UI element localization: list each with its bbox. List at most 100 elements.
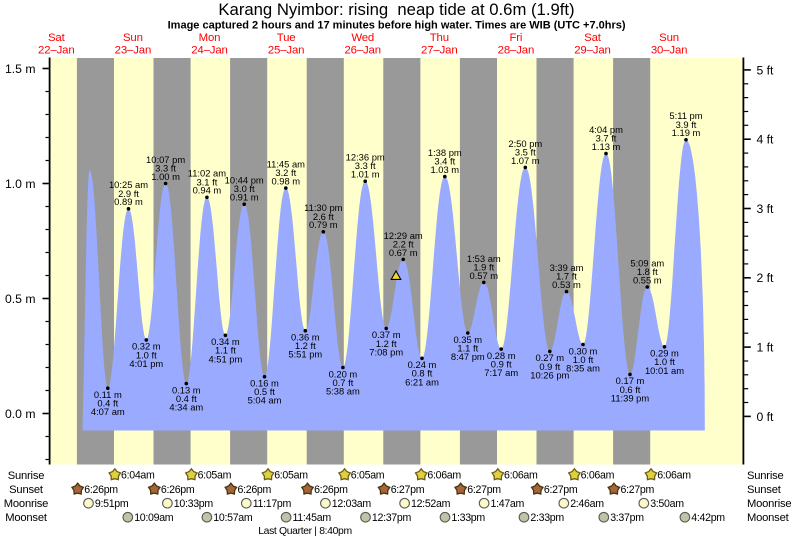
svg-text:6:06am: 6:06am <box>581 470 615 482</box>
svg-text:1.00 m: 1.00 m <box>151 171 180 182</box>
svg-text:0.16 m: 0.16 m <box>250 378 279 389</box>
svg-text:1.1 ft: 1.1 ft <box>215 345 236 356</box>
svg-text:4:01 pm: 4:01 pm <box>129 358 163 369</box>
svg-text:2:33pm: 2:33pm <box>530 512 564 524</box>
svg-text:6:27pm: 6:27pm <box>391 484 425 496</box>
svg-text:3.1 ft: 3.1 ft <box>196 176 217 187</box>
svg-text:6:05am: 6:05am <box>351 470 385 482</box>
svg-text:5 ft: 5 ft <box>757 63 775 77</box>
svg-text:22–Jan: 22–Jan <box>38 44 74 56</box>
svg-text:0.37 m: 0.37 m <box>372 329 401 340</box>
svg-text:2.9 ft: 2.9 ft <box>118 188 139 199</box>
svg-text:12:29 am: 12:29 am <box>384 230 423 241</box>
svg-text:Fri: Fri <box>509 32 522 44</box>
svg-text:Moonrise: Moonrise <box>4 498 48 510</box>
svg-text:0.57 m: 0.57 m <box>469 270 498 281</box>
svg-text:6:26pm: 6:26pm <box>161 484 195 496</box>
svg-text:4:42pm: 4:42pm <box>691 512 725 524</box>
svg-text:10:25 am: 10:25 am <box>109 179 148 190</box>
svg-text:Sunset: Sunset <box>747 484 782 496</box>
svg-text:10:57am: 10:57am <box>213 512 253 524</box>
svg-text:0.55 m: 0.55 m <box>633 274 662 285</box>
svg-text:1.0 m: 1.0 m <box>5 177 35 191</box>
svg-text:6:05am: 6:05am <box>274 470 308 482</box>
svg-text:4 ft: 4 ft <box>757 133 775 147</box>
svg-text:25–Jan: 25–Jan <box>268 44 304 56</box>
svg-text:0.36 m: 0.36 m <box>291 332 320 343</box>
svg-text:0.20 m: 0.20 m <box>329 368 358 379</box>
svg-text:0.24 m: 0.24 m <box>408 359 437 370</box>
svg-text:3 ft: 3 ft <box>757 202 775 216</box>
svg-text:0.11 m: 0.11 m <box>94 389 122 400</box>
svg-text:0.9 ft: 0.9 ft <box>539 361 560 372</box>
svg-text:7:17 am: 7:17 am <box>484 367 518 378</box>
svg-text:11:02 am: 11:02 am <box>188 168 227 179</box>
svg-text:1.01 m: 1.01 m <box>351 169 380 180</box>
svg-text:0.35 m: 0.35 m <box>453 334 482 345</box>
svg-text:11:30 pm: 11:30 pm <box>304 202 343 213</box>
svg-text:11:45am: 11:45am <box>293 512 332 524</box>
svg-text:10:44 pm: 10:44 pm <box>225 175 264 186</box>
svg-text:0.6 ft: 0.6 ft <box>620 384 641 395</box>
svg-text:29–Jan: 29–Jan <box>574 44 610 56</box>
svg-text:1.0 ft: 1.0 ft <box>654 356 675 367</box>
svg-text:Thu: Thu <box>430 32 449 44</box>
svg-text:6:04am: 6:04am <box>121 470 155 482</box>
svg-text:1 ft: 1 ft <box>757 341 775 355</box>
svg-text:Sunset: Sunset <box>9 484 44 496</box>
svg-text:0.27 m: 0.27 m <box>535 352 564 363</box>
svg-text:0.30 m: 0.30 m <box>569 345 598 356</box>
svg-text:0.94 m: 0.94 m <box>193 185 222 196</box>
svg-text:7:08 pm: 7:08 pm <box>369 346 403 357</box>
svg-text:4:04 pm: 4:04 pm <box>589 124 623 135</box>
svg-text:0.4 ft: 0.4 ft <box>97 398 118 409</box>
svg-text:10:26 pm: 10:26 pm <box>530 369 569 380</box>
svg-text:2.2 ft: 2.2 ft <box>393 238 414 249</box>
svg-text:3.3 ft: 3.3 ft <box>355 160 376 171</box>
svg-text:24–Jan: 24–Jan <box>191 44 227 56</box>
svg-text:10:09am: 10:09am <box>134 512 174 524</box>
svg-text:3.9 ft: 3.9 ft <box>676 119 697 130</box>
svg-text:Mon: Mon <box>199 32 221 44</box>
svg-text:Image captured 2 hours and 17: Image captured 2 hours and 17 minutes be… <box>168 19 626 31</box>
svg-text:27–Jan: 27–Jan <box>421 44 457 56</box>
svg-text:1.5 m: 1.5 m <box>5 62 35 76</box>
svg-text:0.4 ft: 0.4 ft <box>176 393 197 404</box>
svg-text:0.79 m: 0.79 m <box>309 219 338 230</box>
svg-text:Sun: Sun <box>659 32 679 44</box>
svg-text:1.19 m: 1.19 m <box>672 127 701 138</box>
svg-text:Moonrise: Moonrise <box>747 498 791 510</box>
svg-text:10:33pm: 10:33pm <box>174 498 214 510</box>
svg-text:Karang Nyimbor: rising neap t: Karang Nyimbor: rising neap tide at 0.6m… <box>218 0 574 19</box>
svg-text:1.0 ft: 1.0 ft <box>136 349 157 360</box>
svg-text:3.3 ft: 3.3 ft <box>155 163 176 174</box>
svg-text:28–Jan: 28–Jan <box>498 44 534 56</box>
svg-text:2 ft: 2 ft <box>757 271 775 285</box>
svg-text:3:39 am: 3:39 am <box>550 262 584 273</box>
svg-text:0.29 m: 0.29 m <box>650 348 679 359</box>
svg-text:6:27pm: 6:27pm <box>544 484 578 496</box>
svg-text:0.91 m: 0.91 m <box>230 192 259 203</box>
svg-text:5:11 pm: 5:11 pm <box>669 110 702 121</box>
svg-text:8:35 am: 8:35 am <box>566 363 600 374</box>
svg-text:30–Jan: 30–Jan <box>651 44 687 56</box>
svg-text:12:03am: 12:03am <box>332 498 372 510</box>
svg-text:1.7 ft: 1.7 ft <box>556 271 577 282</box>
svg-text:0.98 m: 0.98 m <box>271 176 300 187</box>
svg-text:1.1 ft: 1.1 ft <box>457 342 478 353</box>
svg-text:Last Quarter | 8:40pm: Last Quarter | 8:40pm <box>258 526 352 537</box>
svg-text:3.7 ft: 3.7 ft <box>596 133 617 144</box>
svg-text:6:26pm: 6:26pm <box>84 484 118 496</box>
svg-text:1.9 ft: 1.9 ft <box>473 261 494 272</box>
svg-text:10:07 pm: 10:07 pm <box>146 154 185 165</box>
svg-text:6:06am: 6:06am <box>427 470 461 482</box>
svg-text:0.5 ft: 0.5 ft <box>254 386 275 397</box>
svg-text:Sat: Sat <box>48 32 66 44</box>
svg-text:11:39 pm: 11:39 pm <box>611 392 650 403</box>
svg-text:3:50am: 3:50am <box>650 498 684 510</box>
svg-text:12:36 pm: 12:36 pm <box>346 152 385 163</box>
svg-text:12:37pm: 12:37pm <box>372 512 412 524</box>
svg-text:1.2 ft: 1.2 ft <box>295 340 316 351</box>
svg-text:1.0 ft: 1.0 ft <box>573 354 594 365</box>
svg-text:4:34 am: 4:34 am <box>169 402 203 413</box>
